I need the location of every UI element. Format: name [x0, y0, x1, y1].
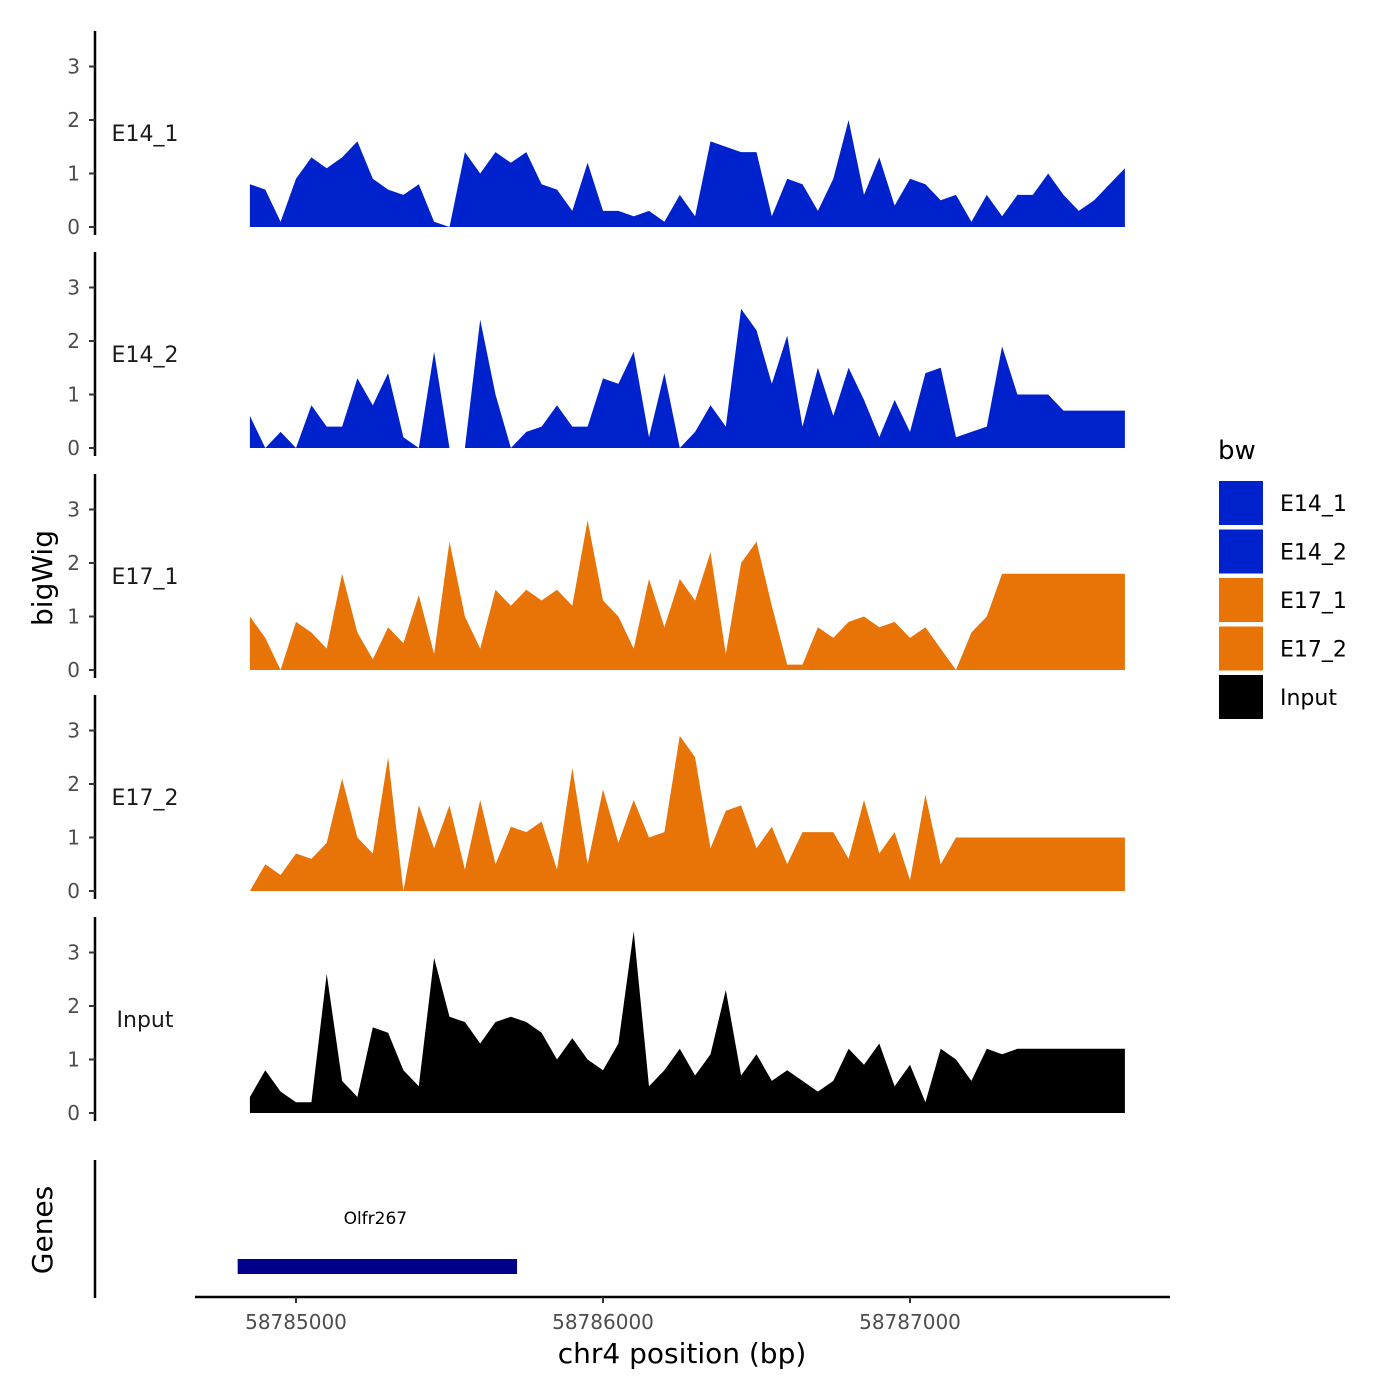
y-tick-label-E14_2-1: 1 [67, 383, 80, 407]
y-tick-label-E14_1-2: 2 [67, 108, 80, 132]
y-axis-title-genes: Genes [26, 1186, 59, 1274]
x-tick-label-58787000: 58787000 [859, 1310, 961, 1334]
legend-title: bw [1218, 436, 1256, 466]
y-tick-label-E17_2-1: 1 [67, 826, 80, 850]
bigwig-tracks: 0 1 2 3 E14_1 0 1 2 3 E14_2 0 1 2 3 E17_1 0 1 2 3 E17_2 0 1 2 3… [67, 31, 1125, 1125]
legend-label-E14_2: E14_2 [1280, 541, 1347, 566]
y-tick-label-E14_1-1: 1 [67, 162, 80, 186]
track-label-E17_1: E17_1 [112, 565, 179, 590]
area-E14_1 [249, 120, 1125, 227]
legend-swatch-E14_2 [1219, 529, 1263, 574]
area-E14_2 [249, 308, 1125, 448]
y-tick-label-E17_1-1: 1 [67, 605, 80, 629]
x-tick-label-58785000: 58785000 [245, 1310, 347, 1334]
gene-track: Olfr267 [93, 1160, 518, 1298]
y-tick-label-E17_2-2: 2 [67, 772, 80, 796]
y-axis-title-bigwig: bigWig [26, 530, 59, 626]
track-panel-E14_1: 0 1 2 3 E14_1 [67, 31, 1125, 239]
legend: bw E14_1 E14_2 E17_1 E17_2 Input [1218, 436, 1347, 719]
track-panel-E14_2: 0 1 2 3 E14_2 [67, 252, 1125, 460]
area-E17_2 [249, 735, 1125, 891]
legend-label-Input: Input [1280, 686, 1337, 711]
y-tick-label-Input-3: 3 [67, 941, 80, 965]
legend-swatch-E17_1 [1219, 578, 1263, 622]
x-axis: 58785000 58786000 58787000 [195, 1295, 1170, 1334]
legend-swatch-Input [1219, 675, 1263, 719]
track-panel-E17_1: 0 1 2 3 E17_1 [67, 474, 1125, 682]
y-tick-label-Input-1: 1 [67, 1048, 80, 1072]
y-tick-label-E14_2-3: 3 [67, 276, 80, 300]
track-label-E14_2: E14_2 [112, 343, 179, 368]
track-label-Input: Input [117, 1008, 174, 1033]
y-tick-label-E14_2-2: 2 [67, 329, 80, 353]
gene-body-Olfr267 [237, 1259, 518, 1274]
x-axis-title: chr4 position (bp) [558, 1337, 807, 1370]
y-tick-label-E14_1-3: 3 [67, 55, 80, 79]
legend-swatch-E17_2 [1219, 626, 1263, 671]
legend-label-E17_2: E17_2 [1280, 638, 1347, 663]
y-tick-label-E14_1-0: 0 [67, 215, 80, 239]
x-tick-label-58786000: 58786000 [552, 1310, 654, 1334]
track-label-E17_2: E17_2 [112, 786, 179, 811]
legend-label-E14_1: E14_1 [1280, 492, 1347, 517]
y-tick-label-E17_2-0: 0 [67, 879, 80, 903]
area-E17_1 [249, 520, 1125, 670]
gene-label-Olfr267: Olfr267 [344, 1209, 408, 1229]
track-panel-E17_2: 0 1 2 3 E17_2 [67, 695, 1125, 903]
y-tick-label-E17_1-2: 2 [67, 551, 80, 575]
legend-label-E17_1: E17_1 [1280, 589, 1347, 614]
y-tick-label-E17_1-3: 3 [67, 498, 80, 522]
y-tick-label-E14_2-0: 0 [67, 436, 80, 460]
y-tick-label-Input-0: 0 [67, 1101, 80, 1125]
track-panel-Input: 0 1 2 3 Input [67, 917, 1125, 1125]
y-tick-label-E17_1-0: 0 [67, 658, 80, 682]
y-tick-label-Input-2: 2 [67, 994, 80, 1018]
legend-swatch-E14_1 [1219, 481, 1263, 525]
track-label-E14_1: E14_1 [112, 122, 179, 147]
y-tick-label-E17_2-3: 3 [67, 719, 80, 743]
area-Input [249, 931, 1125, 1113]
